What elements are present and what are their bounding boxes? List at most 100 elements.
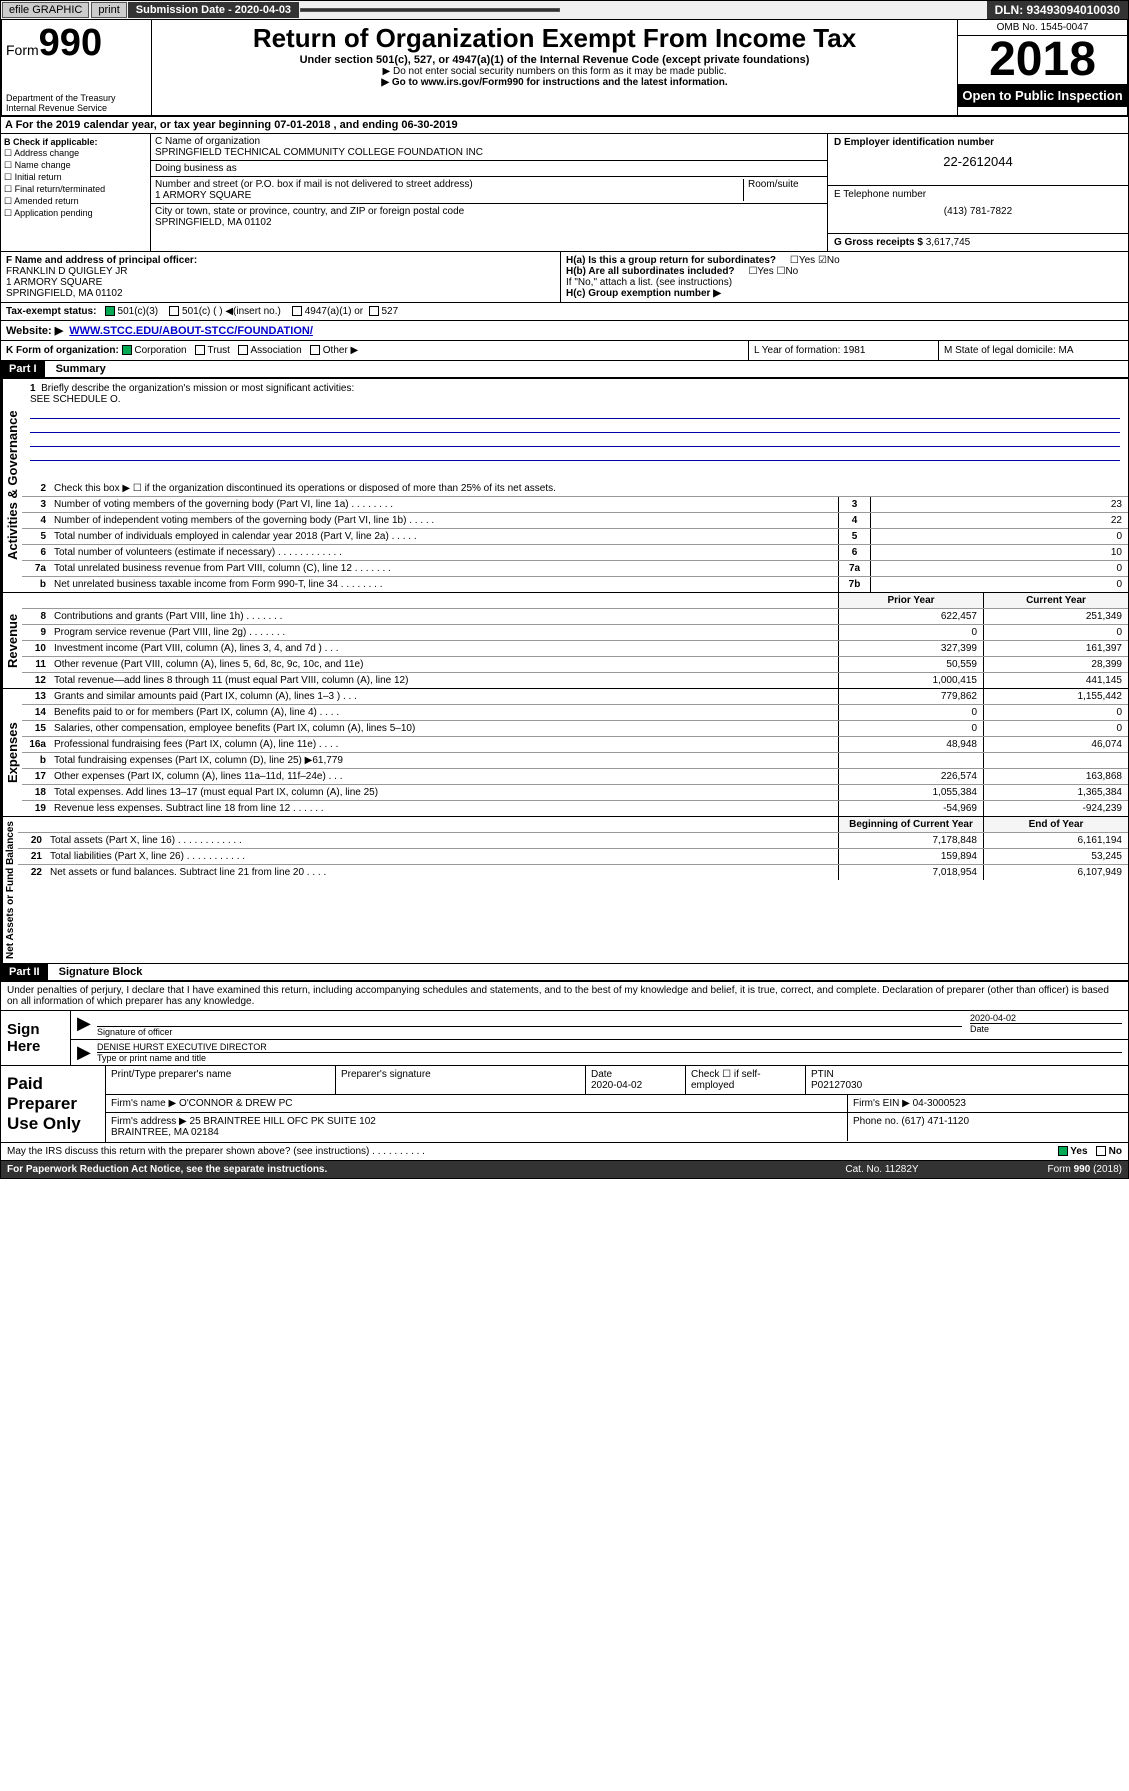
dln: DLN: 93493094010030	[987, 1, 1128, 19]
check-other[interactable]	[310, 345, 320, 355]
discuss-question: May the IRS discuss this return with the…	[7, 1146, 1058, 1157]
perjury-statement: Under penalties of perjury, I declare th…	[1, 982, 1128, 1011]
row-k-form-org: K Form of organization: Corporation Trus…	[0, 341, 1129, 361]
check-corp[interactable]	[122, 345, 132, 355]
preparer-date: Date 2020-04-02	[586, 1066, 686, 1094]
signature-block: Under penalties of perjury, I declare th…	[0, 982, 1129, 1066]
sign-date-value: 2020-04-02	[970, 1013, 1122, 1024]
officer-name: FRANKLIN D QUIGLEY JR	[6, 266, 555, 277]
hdr-prior-year: Prior Year	[838, 593, 983, 608]
discuss-row: May the IRS discuss this return with the…	[0, 1143, 1129, 1161]
efile-button[interactable]: efile GRAPHIC	[2, 2, 89, 18]
line1-value: SEE SCHEDULE O.	[30, 394, 121, 405]
side-activities-governance: Activities & Governance	[1, 379, 22, 592]
officer-addr1: 1 ARMORY SQUARE	[6, 277, 555, 288]
form-ref: Form 990 (2018)	[972, 1164, 1122, 1175]
table-row: bNet unrelated business taxable income f…	[22, 577, 1128, 592]
blank-bar	[300, 8, 560, 12]
form-title: Return of Organization Exempt From Incom…	[155, 23, 954, 54]
entity-block: B Check if applicable: ☐ Address change …	[0, 134, 1129, 252]
name-label: C Name of organization	[155, 136, 823, 147]
side-net-assets: Net Assets or Fund Balances	[1, 817, 18, 963]
discuss-yes: Yes	[1070, 1146, 1087, 1157]
officer-printed-name: DENISE HURST EXECUTIVE DIRECTOR	[97, 1042, 1122, 1053]
self-employed-check[interactable]: Check ☐ if self-employed	[686, 1066, 806, 1094]
row-i-tax-status: Tax-exempt status: 501(c)(3) 501(c) ( ) …	[0, 303, 1129, 321]
website-link[interactable]: WWW.STCC.EDU/ABOUT-STCC/FOUNDATION/	[69, 325, 313, 337]
street-address: 1 ARMORY SQUARE	[155, 190, 743, 201]
check-501c3[interactable]	[105, 306, 115, 316]
firm-ein: Firm's EIN ▶ 04-3000523	[848, 1095, 1128, 1112]
signature-line[interactable]	[97, 1013, 962, 1027]
discuss-yes-check[interactable]	[1058, 1146, 1068, 1156]
form-subtitle: Under section 501(c), 527, or 4947(a)(1)…	[155, 54, 954, 66]
check-trust[interactable]	[195, 345, 205, 355]
discuss-no-check[interactable]	[1096, 1146, 1106, 1156]
print-button[interactable]: print	[91, 2, 126, 18]
firm-address: Firm's address ▶ 25 BRAINTREE HILL OFC P…	[106, 1113, 848, 1141]
row-f-h: F Name and address of principal officer:…	[0, 252, 1129, 303]
part1-header: Part I	[1, 361, 45, 377]
pra-notice: For Paperwork Reduction Act Notice, see …	[7, 1164, 792, 1175]
hdr-current-year: Current Year	[983, 593, 1128, 608]
check-assoc[interactable]	[238, 345, 248, 355]
paid-preparer-block: Paid Preparer Use Only Print/Type prepar…	[0, 1066, 1129, 1143]
opt-527: 527	[381, 306, 398, 317]
top-bar: efile GRAPHIC print Submission Date - 20…	[0, 0, 1129, 20]
room-suite: Room/suite	[743, 179, 823, 201]
opt-501c: 501(c) ( ) ◀(insert no.)	[182, 306, 281, 317]
opt-501c3: 501(c)(3)	[118, 306, 159, 317]
row-a-period: A For the 2019 calendar year, or tax yea…	[0, 117, 1129, 134]
preparer-sig-label: Preparer's signature	[336, 1066, 586, 1094]
table-row: 14Benefits paid to or for members (Part …	[22, 705, 1128, 721]
part2-title: Signature Block	[51, 966, 143, 978]
open-public: Open to Public Inspection	[958, 84, 1127, 107]
city-label: City or town, state or province, country…	[155, 206, 823, 217]
col-b-checks: B Check if applicable: ☐ Address change …	[1, 134, 151, 251]
officer-label: F Name and address of principal officer:	[6, 255, 555, 266]
sign-here-label: Sign Here	[1, 1011, 71, 1065]
line1-label: Briefly describe the organization's miss…	[41, 383, 354, 394]
cat-number: Cat. No. 11282Y	[792, 1164, 972, 1175]
dba-label: Doing business as	[155, 163, 823, 174]
form-label: Form	[6, 42, 39, 58]
table-row: 3Number of voting members of the governi…	[22, 497, 1128, 513]
h-b: H(b) Are all subordinates included? ☐Yes…	[566, 266, 1123, 277]
gross-label: G Gross receipts $	[834, 237, 923, 248]
hdr-end: End of Year	[983, 817, 1128, 832]
city-state-zip: SPRINGFIELD, MA 01102	[155, 217, 823, 228]
table-row: 12Total revenue—add lines 8 through 11 (…	[22, 673, 1128, 688]
check-address-change[interactable]: ☐ Address change	[4, 148, 147, 159]
firm-name: Firm's name ▶ O'CONNOR & DREW PC	[106, 1095, 848, 1112]
year-formation: L Year of formation: 1981	[748, 341, 938, 360]
check-initial-return[interactable]: ☐ Initial return	[4, 172, 147, 183]
dept-treasury: Department of the Treasury Internal Reve…	[6, 93, 147, 113]
addr-label: Number and street (or P.O. box if mail i…	[155, 179, 743, 190]
table-row: 13Grants and similar amounts paid (Part …	[22, 689, 1128, 705]
side-revenue: Revenue	[1, 593, 22, 688]
tax-year: 2018	[958, 36, 1127, 84]
table-row: 6Total number of volunteers (estimate if…	[22, 545, 1128, 561]
signature-arrow-icon: ▶	[77, 1013, 97, 1037]
h-b-note: If "No," attach a list. (see instruction…	[566, 277, 1123, 288]
opt-4947: 4947(a)(1) or	[305, 306, 363, 317]
gross-value: 3,617,745	[926, 237, 971, 248]
phone-label: E Telephone number	[834, 189, 1122, 200]
table-row: 10Investment income (Part VIII, column (…	[22, 641, 1128, 657]
note-link: ▶ Go to www.irs.gov/Form990 for instruct…	[155, 77, 954, 88]
check-final-return[interactable]: ☐ Final return/terminated	[4, 184, 147, 195]
table-row: 20Total assets (Part X, line 16) . . . .…	[18, 833, 1128, 849]
check-501c[interactable]	[169, 306, 179, 316]
check-name-change[interactable]: ☐ Name change	[4, 160, 147, 171]
part1-title: Summary	[48, 363, 106, 375]
paid-preparer-label: Paid Preparer Use Only	[1, 1066, 106, 1142]
check-amended[interactable]: ☐ Amended return	[4, 196, 147, 207]
h-c: H(c) Group exemption number ▶	[566, 288, 1123, 299]
table-row: 18Total expenses. Add lines 13–17 (must …	[22, 785, 1128, 801]
check-4947[interactable]	[292, 306, 302, 316]
table-row: 16aProfessional fundraising fees (Part I…	[22, 737, 1128, 753]
table-row: 17Other expenses (Part IX, column (A), l…	[22, 769, 1128, 785]
check-527[interactable]	[369, 306, 379, 316]
check-app-pending[interactable]: ☐ Application pending	[4, 208, 147, 219]
table-row: 21Total liabilities (Part X, line 26) . …	[18, 849, 1128, 865]
